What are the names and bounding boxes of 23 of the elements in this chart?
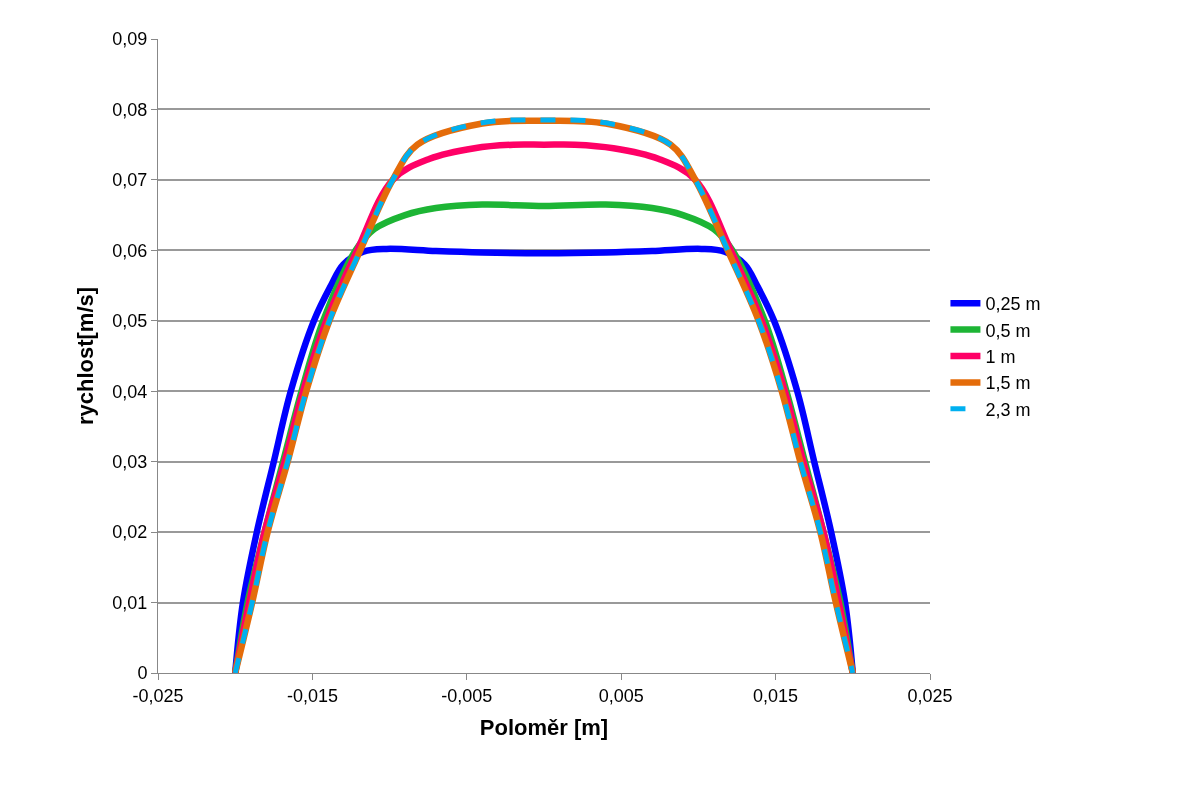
- y-tick-label: 0,02: [112, 522, 148, 543]
- y-tick-label: 0,05: [112, 311, 148, 332]
- y-tick-label: 0,08: [112, 99, 148, 120]
- legend-label: 1,5 m: [985, 373, 1031, 394]
- legend-label: 1 m: [985, 347, 1016, 368]
- legend-label: 0,5 m: [985, 320, 1031, 341]
- y-axis-title: rychlost[m/s]: [73, 286, 99, 426]
- x-tick-label: 0,025: [907, 685, 953, 706]
- y-tick-label: 0,06: [112, 240, 148, 261]
- legend-label: 0,25 m: [985, 294, 1041, 315]
- y-tick-label: 0,04: [112, 381, 148, 402]
- y-tick-label: 0: [137, 663, 148, 684]
- x-tick-label: -0,005: [441, 685, 493, 706]
- x-tick-label: 0,005: [598, 685, 644, 706]
- y-tick-label: 0,09: [112, 29, 148, 50]
- legend-label: 2,3 m: [985, 399, 1031, 420]
- y-tick-label: 0,03: [112, 451, 148, 472]
- x-tick-label: 0,015: [753, 685, 799, 706]
- y-tick-label: 0,07: [112, 170, 148, 191]
- x-tick-label: -0,015: [286, 685, 338, 706]
- y-tick-label: 0,01: [112, 592, 148, 613]
- x-axis-title: Poloměr [m]: [479, 715, 609, 741]
- x-tick-label: -0,025: [132, 685, 184, 706]
